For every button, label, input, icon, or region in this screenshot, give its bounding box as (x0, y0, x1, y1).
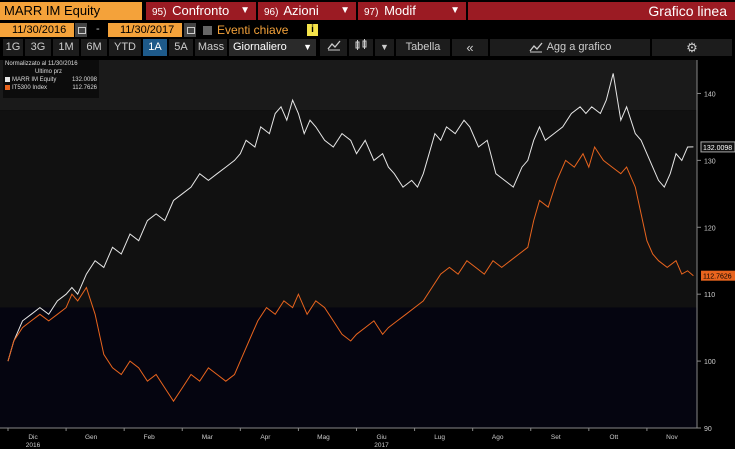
y-tick-label: 130 (704, 158, 716, 165)
frequency-select[interactable]: Giornaliero ▼ (229, 39, 316, 56)
x-tick-label: Apr (260, 434, 271, 441)
period-1a-button[interactable]: 1A (143, 39, 167, 56)
legend-title: Normalizzato al 11/30/2016 (5, 61, 78, 67)
period-3g-button[interactable]: 3G (25, 39, 51, 56)
period-5a-button[interactable]: 5A (169, 39, 193, 56)
x-tick-label: Set (551, 434, 561, 441)
last-value-box (700, 141, 735, 153)
x-tick-label: Mar (202, 434, 214, 441)
x-tick-label: Gen (85, 434, 98, 441)
start-date-field[interactable]: 11/30/2016 (0, 23, 74, 37)
back-button[interactable]: « (452, 39, 488, 56)
actions-button[interactable]: 96) Azioni ▼ (258, 2, 356, 20)
line-chart-icon[interactable] (320, 39, 347, 56)
chevron-down-icon: ▼ (240, 5, 250, 16)
legend-swatch (5, 76, 10, 82)
chart-toolbar: 1G 3G 1M 6M YTD 1A 5A Mass Giornaliero ▼… (0, 39, 735, 56)
edit-button[interactable]: 97) Modif ▼ (358, 2, 466, 20)
y-tick-label: 140 (704, 91, 716, 98)
key-events-label: Eventi chiave (217, 23, 289, 37)
info-icon[interactable]: i (307, 24, 318, 36)
key-events-checkbox[interactable] (203, 26, 212, 35)
last-value-badge: 132.0098 (700, 141, 735, 153)
legend-series-name: MARR IM Equity (12, 77, 57, 83)
chart-band (0, 110, 697, 308)
add-chart-icon (529, 42, 543, 53)
x-tick-label: Ott (610, 434, 619, 441)
legend-item-marr: MARR IM Equity 132.0098 (3, 76, 99, 84)
chart-legend: Normalizzato al 11/30/2016 Ultimo prz MA… (3, 60, 99, 98)
period-1g-button[interactable]: 1G (3, 39, 23, 56)
period-max-button[interactable]: Mass (195, 39, 227, 56)
date-separator: - (96, 23, 100, 35)
table-button[interactable]: Tabella (396, 39, 450, 56)
x-tick-label: Ago (492, 434, 504, 441)
compare-button-label: Confronto (172, 3, 230, 18)
legend-series-value: 112.7626 (72, 85, 97, 91)
y-tick-label: 90 (704, 426, 712, 433)
legend-series-value: 132.0098 (71, 77, 97, 83)
add-to-chart-button[interactable]: Agg a grafico (490, 39, 650, 56)
x-tick-label: Nov (666, 434, 678, 441)
chart-band (0, 307, 697, 428)
y-tick-label: 110 (704, 292, 715, 299)
last-value-labels: 132.0098 112.7626 (700, 141, 735, 281)
x-tick-label: Giu (376, 434, 387, 441)
calendar-icon[interactable] (184, 23, 196, 37)
add-to-chart-label: Agg a grafico (546, 41, 612, 53)
y-axis: 90 100 110 120 130 140 (696, 60, 716, 433)
chevron-down-icon: ▼ (450, 5, 460, 16)
frequency-select-value: Giornaliero (233, 41, 287, 53)
period-6m-button[interactable]: 6M (81, 39, 107, 56)
last-value-label: 132.0098 (703, 145, 732, 152)
compare-button-number: 95) (152, 7, 167, 18)
series-line-it5300 (7, 145, 694, 403)
legend-swatch (5, 84, 10, 90)
x-year-label: 2017 (374, 442, 389, 449)
period-ytd-button[interactable]: YTD (109, 39, 141, 56)
period-1m-button[interactable]: 1M (53, 39, 79, 56)
candlestick-icon[interactable] (349, 39, 373, 56)
chart-lines (7, 73, 694, 403)
x-year-label: 2016 (26, 442, 41, 449)
y-tick-label: 100 (704, 359, 716, 366)
series-line-marr (7, 73, 694, 362)
top-bar: MARR IM Equity 95) Confronto ▼ 96) Azion… (0, 0, 735, 22)
x-tick-label: Dic (28, 434, 38, 441)
last-value-box (701, 270, 735, 281)
chevron-down-icon[interactable]: ▼ (375, 39, 394, 56)
compare-button[interactable]: 95) Confronto ▼ (146, 2, 256, 20)
x-tick-label: Lug (434, 434, 445, 441)
calendar-icon[interactable] (75, 23, 87, 37)
chevron-down-icon: ▼ (340, 5, 350, 16)
last-value-label: 112.7626 (703, 274, 732, 281)
ticker-field[interactable]: MARR IM Equity (0, 2, 142, 20)
actions-button-number: 96) (264, 7, 279, 18)
y-tick-label: 120 (704, 225, 716, 232)
chart-type-title: Grafico linea (468, 2, 735, 20)
legend-item-it5300: IT5300 Index 112.7626 (3, 84, 99, 92)
chart-bands (0, 60, 697, 428)
date-range-row: 11/30/2016 - 11/30/2017 Eventi chiave i (0, 22, 735, 38)
legend-subtitle: Ultimo prz (35, 69, 63, 75)
last-value-badge: 112.7626 (701, 270, 735, 281)
end-date-field[interactable]: 11/30/2017 (108, 23, 182, 37)
chevron-down-icon: ▼ (303, 42, 312, 52)
edit-button-label: Modif (384, 3, 416, 18)
actions-button-label: Azioni (283, 3, 319, 18)
x-tick-label: Feb (144, 434, 156, 441)
edit-button-number: 97) (364, 7, 379, 18)
x-tick-label: Mag (317, 434, 330, 441)
chart-band (0, 60, 697, 111)
settings-gear-icon[interactable]: ⚙ (652, 39, 732, 56)
legend-series-name: IT5300 Index (12, 85, 48, 91)
